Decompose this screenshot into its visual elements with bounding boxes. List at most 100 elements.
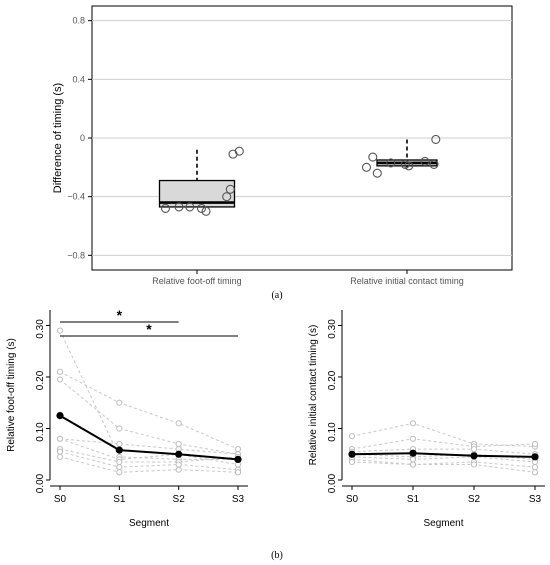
x-tick-label: S3	[232, 494, 245, 505]
individual-point	[116, 458, 123, 466]
mean-point	[115, 446, 123, 454]
individual-series-line	[351, 458, 536, 468]
y-tick-label: 0.4	[72, 74, 85, 84]
data-point	[160, 203, 171, 213]
individual-point	[175, 461, 182, 468]
data-point	[201, 206, 211, 216]
individual-point	[56, 368, 64, 375]
y-tick-label: 0.00	[327, 473, 338, 493]
individual-series-line	[351, 438, 536, 450]
data-point	[222, 192, 232, 202]
y-tick-label: 0.30	[35, 319, 46, 339]
x-axis-label: Segment	[129, 518, 169, 529]
y-tick-label: 0	[80, 133, 85, 143]
mean-point	[234, 455, 242, 463]
x-tick-label: S2	[468, 494, 481, 505]
data-point	[420, 156, 430, 167]
data-point	[361, 162, 372, 172]
y-tick-label: −0.8	[67, 250, 85, 260]
individual-point	[116, 425, 123, 432]
data-point	[225, 184, 235, 194]
individual-point	[409, 420, 417, 427]
individual-point	[409, 461, 417, 468]
mean-point	[56, 412, 64, 420]
significance-star: *	[146, 321, 152, 337]
y-tick-label: 0.30	[327, 319, 338, 339]
individual-series-line	[59, 330, 238, 460]
individual-series-line	[351, 461, 536, 473]
data-point	[234, 146, 244, 156]
individual-point	[175, 420, 182, 427]
y-axis-label: Relative foot-off timing (s)	[6, 338, 17, 452]
y-tick-label: 0.10	[327, 422, 338, 442]
individual-series-line	[59, 438, 239, 455]
individual-series-line	[59, 456, 239, 473]
x-tick-label: S3	[529, 494, 542, 505]
x-tick-label: Relative foot-off timing	[152, 276, 241, 286]
data-point	[368, 152, 378, 162]
individual-point	[56, 376, 64, 383]
panel-b-right-line-chart: 0.00 0.10 0.20 0.30 S0 S1 S2 S3 Segment Relative …	[308, 310, 545, 529]
individual-point	[531, 440, 539, 448]
data-point	[429, 159, 439, 169]
individual-point	[116, 464, 123, 471]
individual-point	[56, 435, 64, 442]
data-point	[196, 203, 207, 213]
data-point	[404, 161, 414, 171]
panel-a-boxplot: −0.8 −0.4 0 0.4 0.8 Difference of timing (s) R…	[52, 5, 513, 286]
data-point	[372, 168, 382, 178]
mean-point	[470, 452, 478, 460]
data-point	[386, 158, 396, 168]
mean-point	[409, 449, 417, 457]
panel-label-a: (a)	[271, 290, 282, 301]
y-tick-label: 0.00	[35, 473, 46, 493]
mean-point	[348, 450, 356, 458]
x-tick-label: Relative initial contact timing	[350, 276, 464, 286]
y-tick-label: 0.20	[327, 370, 338, 390]
individual-point	[470, 445, 478, 453]
individual-point	[409, 435, 417, 442]
y-tick-label: 0.20	[35, 370, 46, 390]
individual-point	[531, 464, 539, 471]
y-axis-label: Difference of timing (s)	[52, 83, 64, 193]
individual-series-line	[59, 448, 239, 463]
individual-series-line	[351, 456, 536, 463]
x-tick-label: S1	[113, 494, 126, 505]
y-tick-label: 0.8	[72, 16, 85, 26]
x-tick-label: S1	[407, 494, 420, 505]
mean-series-line	[351, 452, 536, 458]
x-axis-label: Segment	[423, 518, 463, 529]
panel-b-left-line-chart: 0.00 0.10 0.20 0.30 S0 S1 S2 S3 Segment Relative …	[6, 307, 248, 529]
individual-point	[234, 445, 242, 453]
y-tick-label: 0.10	[35, 422, 46, 442]
individual-series-line	[59, 371, 239, 450]
individual-point	[116, 440, 123, 448]
data-point	[431, 134, 441, 145]
x-tick-label: S0	[54, 494, 67, 505]
significance-star: *	[117, 307, 123, 323]
individual-point	[56, 327, 64, 334]
individual-series-line	[59, 379, 239, 455]
individual-point	[348, 458, 356, 466]
individual-point	[470, 461, 478, 468]
individual-series-line	[59, 451, 239, 471]
y-tick-label: −0.4	[67, 192, 85, 202]
individual-point	[175, 466, 182, 473]
data-point	[185, 202, 195, 212]
individual-point	[531, 469, 539, 476]
individual-series-line	[351, 422, 536, 448]
x-tick-label: S2	[173, 494, 186, 505]
individual-point	[116, 399, 123, 406]
mean-point	[175, 450, 183, 458]
x-tick-label: S0	[346, 494, 359, 505]
individual-point	[175, 440, 182, 448]
individual-point	[116, 469, 123, 476]
data-point	[174, 202, 184, 212]
panel-label-b: (b)	[271, 550, 283, 561]
individual-point	[348, 433, 356, 440]
y-axis-label: Relative initial contact timing (s)	[308, 325, 319, 466]
mean-series-line	[59, 414, 239, 461]
individual-point	[409, 456, 417, 463]
individual-point	[56, 448, 64, 455]
